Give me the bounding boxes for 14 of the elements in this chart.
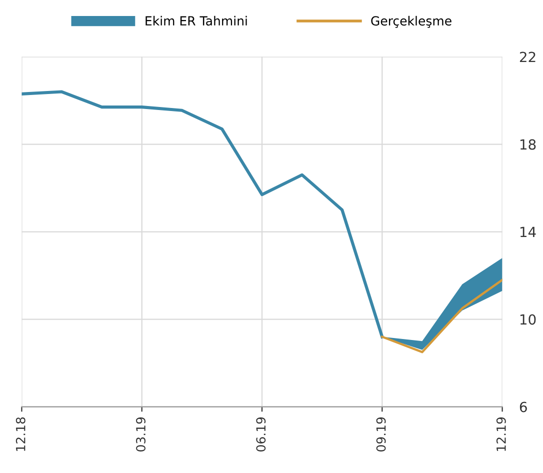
y-tick-label: 22 [520,52,536,62]
legend-label: Gerçekleşme [371,16,452,28]
x-tick-label: 09.19 [376,417,386,452]
y-tick-label: 14 [520,226,536,238]
line-series [381,278,502,354]
line-series [22,90,384,338]
y-tick-label: 18 [520,139,536,150]
legend-label: Ekim ER Tahmini [146,16,247,26]
y-tick-label: 10 [520,314,536,325]
x-tick-label: 03.19 [136,417,146,452]
x-tick-label: 12.18 [16,417,26,451]
x-tick-label: 06.19 [256,417,266,452]
x-tick-label: 12.19 [496,417,506,451]
y-tick-label: 6 [520,402,527,412]
